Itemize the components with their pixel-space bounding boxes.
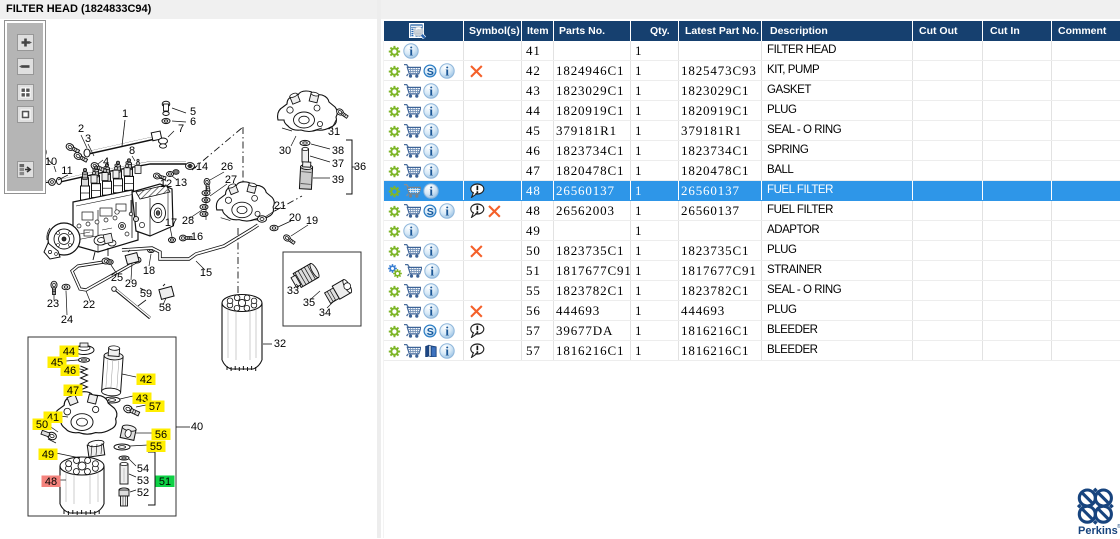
svg-text:55: 55 [150, 441, 162, 453]
svg-text:33: 33 [287, 285, 299, 297]
svg-text:5: 5 [190, 106, 196, 118]
svg-text:7: 7 [178, 123, 184, 135]
svg-text:31: 31 [328, 126, 340, 138]
svg-text:®: ® [1117, 523, 1120, 530]
svg-text:32: 32 [274, 338, 286, 350]
svg-text:30: 30 [279, 145, 291, 157]
svg-text:12: 12 [160, 178, 172, 190]
svg-text:42: 42 [140, 374, 152, 386]
svg-text:45: 45 [51, 357, 63, 369]
svg-text:24: 24 [61, 314, 73, 326]
svg-text:39: 39 [332, 174, 344, 186]
svg-text:57: 57 [149, 401, 161, 413]
svg-text:50: 50 [36, 419, 48, 431]
svg-text:Perkins: Perkins [1078, 525, 1118, 537]
svg-text:59: 59 [140, 288, 152, 300]
svg-text:15: 15 [200, 267, 212, 279]
svg-text:53: 53 [137, 475, 149, 487]
svg-text:17: 17 [165, 217, 177, 229]
svg-text:38: 38 [332, 145, 344, 157]
svg-text:48: 48 [45, 476, 57, 488]
svg-text:14: 14 [196, 161, 208, 173]
svg-text:54: 54 [137, 463, 149, 475]
svg-text:26: 26 [221, 161, 233, 173]
svg-text:20: 20 [289, 212, 301, 224]
svg-text:37: 37 [332, 158, 344, 170]
svg-text:3: 3 [85, 133, 91, 145]
svg-text:36: 36 [354, 161, 366, 173]
svg-text:28: 28 [182, 215, 194, 227]
svg-text:35: 35 [303, 297, 315, 309]
svg-text:34: 34 [319, 307, 331, 319]
svg-text:22: 22 [83, 299, 95, 311]
svg-text:27: 27 [225, 174, 237, 186]
svg-text:10: 10 [45, 156, 57, 168]
svg-text:40: 40 [191, 421, 203, 433]
svg-text:58: 58 [159, 302, 171, 314]
svg-text:47: 47 [67, 385, 79, 397]
svg-text:18: 18 [143, 265, 155, 277]
svg-text:43: 43 [136, 393, 148, 405]
svg-text:16: 16 [191, 231, 203, 243]
svg-text:46: 46 [64, 365, 76, 377]
svg-text:21: 21 [274, 200, 286, 212]
svg-text:13: 13 [175, 177, 187, 189]
svg-text:29: 29 [125, 278, 137, 290]
svg-text:6: 6 [190, 116, 196, 128]
svg-text:51: 51 [159, 476, 171, 488]
svg-text:52: 52 [137, 487, 149, 499]
svg-text:56: 56 [155, 429, 167, 441]
svg-text:11: 11 [61, 165, 72, 177]
svg-text:1: 1 [122, 108, 128, 120]
svg-text:23: 23 [47, 298, 59, 310]
svg-text:49: 49 [42, 449, 54, 461]
svg-text:19: 19 [306, 215, 318, 227]
svg-text:8: 8 [129, 145, 135, 157]
svg-text:25: 25 [111, 272, 123, 284]
svg-text:4: 4 [103, 156, 109, 168]
svg-text:44: 44 [63, 346, 75, 358]
svg-text:2: 2 [78, 123, 84, 135]
